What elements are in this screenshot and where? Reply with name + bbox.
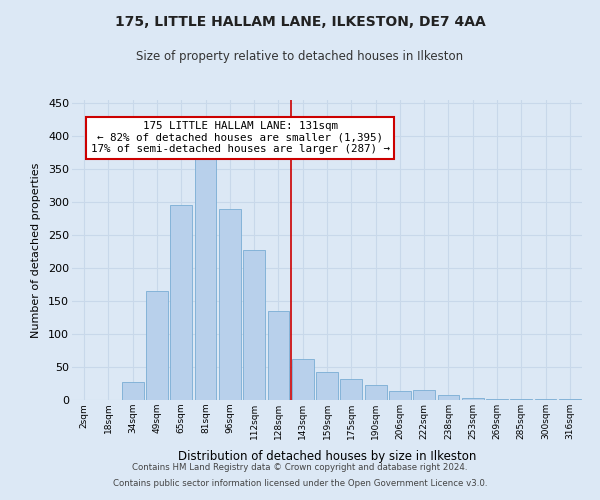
Bar (243, 250, 265, 400)
Bar (389, 391, 411, 400)
Bar (437, 396, 460, 400)
Bar (462, 398, 484, 400)
Bar (316, 372, 338, 400)
Bar (268, 311, 289, 400)
Bar (194, 156, 217, 400)
Text: Contains public sector information licensed under the Open Government Licence v3: Contains public sector information licen… (113, 478, 487, 488)
Bar (122, 382, 143, 400)
Text: 175 LITTLE HALLAM LANE: 131sqm  
← 82% of detached houses are smaller (1,395)
17: 175 LITTLE HALLAM LANE: 131sqm ← 82% of … (91, 121, 390, 154)
Bar (413, 390, 435, 400)
Text: Contains HM Land Registry data © Crown copyright and database right 2024.: Contains HM Land Registry data © Crown c… (132, 464, 468, 472)
X-axis label: Distribution of detached houses by size in Ilkeston: Distribution of detached houses by size … (178, 450, 476, 464)
Text: 175, LITTLE HALLAM LANE, ILKESTON, DE7 4AA: 175, LITTLE HALLAM LANE, ILKESTON, DE7 4… (115, 15, 485, 29)
Bar (146, 291, 168, 400)
Bar (219, 210, 241, 400)
Y-axis label: Number of detached properties: Number of detached properties (31, 162, 41, 338)
Bar (292, 359, 314, 400)
Text: Size of property relative to detached houses in Ilkeston: Size of property relative to detached ho… (136, 50, 464, 63)
Bar (486, 398, 508, 400)
Bar (340, 379, 362, 400)
Bar (365, 385, 386, 400)
Bar (170, 206, 192, 400)
